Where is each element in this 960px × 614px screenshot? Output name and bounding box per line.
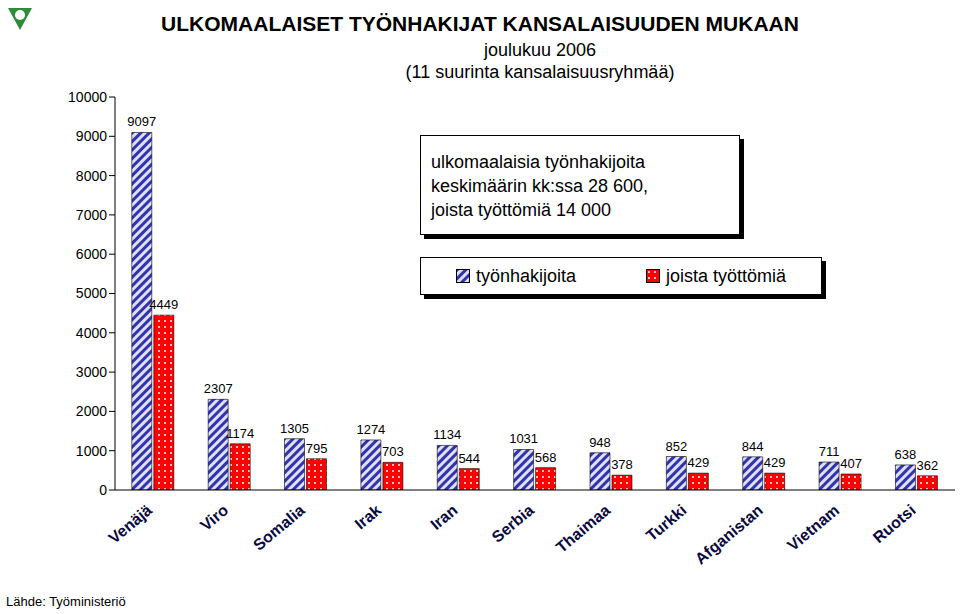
html-text:Lähde: Työministeriö: Lähde: Työministeriö (6, 594, 126, 609)
svg-text:544: 544 (458, 451, 480, 466)
svg-text:1274: 1274 (356, 422, 385, 437)
svg-text:Afganistan: Afganistan (692, 501, 766, 567)
svg-text:429: 429 (764, 455, 786, 470)
html-text:ULKOMAALAISET TYÖNHAKIJAT KANS: ULKOMAALAISET TYÖNHAKIJAT KANSALAISUUDEN… (161, 12, 799, 35)
svg-text:Somalia: Somalia (250, 501, 308, 554)
svg-text:4449: 4449 (149, 297, 178, 312)
svg-text:10000: 10000 (68, 89, 107, 105)
svg-text:407: 407 (840, 456, 862, 471)
svg-text:5000: 5000 (76, 285, 107, 301)
html-text:joista työttömiä: joista työttömiä (666, 265, 786, 286)
svg-text:844: 844 (742, 439, 764, 454)
svg-text:1305: 1305 (280, 421, 309, 436)
svg-text:7000: 7000 (76, 207, 107, 223)
svg-text:948: 948 (589, 435, 611, 450)
svg-text:Irak: Irak (351, 501, 384, 532)
svg-text:703: 703 (382, 444, 404, 459)
svg-text:Serbia: Serbia (489, 501, 537, 546)
svg-text:0: 0 (99, 482, 107, 498)
html-text:(11 suurinta kansalaisuusryhmä: (11 suurinta kansalaisuusryhmää) (405, 62, 675, 82)
svg-text:362: 362 (917, 458, 939, 473)
svg-text:3000: 3000 (76, 364, 107, 380)
html-text:keskimäärin kk:ssa 28 600,: keskimäärin kk:ssa 28 600, (431, 176, 649, 196)
svg-text:2307: 2307 (204, 381, 233, 396)
svg-text:Iran: Iran (427, 501, 460, 533)
svg-text:1031: 1031 (509, 431, 538, 446)
svg-text:Vietnam: Vietnam (784, 501, 842, 554)
svg-text:378: 378 (611, 457, 633, 472)
html-text:ulkomaalaisia työnhakijoita: ulkomaalaisia työnhakijoita (431, 152, 646, 172)
svg-text:6000: 6000 (76, 246, 107, 262)
svg-text:1000: 1000 (76, 443, 107, 459)
svg-text:9000: 9000 (76, 128, 107, 144)
html-text:joista työttömiä 14 000: joista työttömiä 14 000 (431, 200, 612, 220)
svg-text:568: 568 (535, 450, 557, 465)
html-text:joulukuu 2006: joulukuu 2006 (483, 40, 596, 60)
svg-text:Turkki: Turkki (643, 501, 690, 544)
svg-text:711: 711 (819, 444, 840, 459)
svg-text:1134: 1134 (433, 427, 461, 442)
svg-text:4000: 4000 (76, 325, 107, 341)
svg-text:1174: 1174 (226, 426, 254, 441)
html-text:työnhakijoita: työnhakijoita (476, 265, 576, 286)
svg-text:2000: 2000 (76, 403, 107, 419)
svg-text:Ruotsi: Ruotsi (870, 501, 919, 546)
svg-text:795: 795 (306, 441, 328, 456)
svg-text:Viro: Viro (197, 501, 232, 534)
svg-text:638: 638 (895, 447, 917, 462)
svg-text:852: 852 (665, 439, 687, 454)
svg-text:429: 429 (687, 455, 709, 470)
svg-text:Venäjä: Venäjä (105, 501, 155, 547)
svg-text:Thaimaa: Thaimaa (553, 501, 614, 556)
svg-text:9097: 9097 (127, 114, 156, 129)
svg-text:8000: 8000 (76, 168, 107, 184)
